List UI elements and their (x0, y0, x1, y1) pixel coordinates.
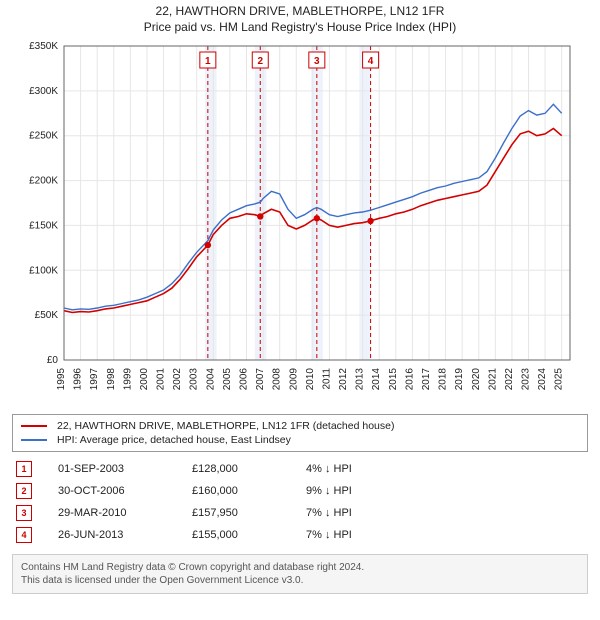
sales-table: 1 01-SEP-2003£128,0004% ↓ HPI 2 30-OCT-2006… (12, 458, 362, 546)
svg-text:2024: 2024 (537, 368, 548, 391)
svg-text:2015: 2015 (388, 368, 399, 391)
svg-text:£300K: £300K (29, 86, 58, 97)
sale-delta: 4% ↓ HPI (302, 458, 362, 480)
svg-text:2013: 2013 (355, 368, 366, 391)
legend-swatch (21, 425, 47, 427)
legend-label: 22, HAWTHORN DRIVE, MABLETHORPE, LN12 1F… (57, 419, 394, 433)
svg-text:2019: 2019 (454, 368, 465, 391)
legend: 22, HAWTHORN DRIVE, MABLETHORPE, LN12 1F… (12, 414, 588, 452)
svg-text:2023: 2023 (521, 368, 532, 391)
svg-text:2005: 2005 (222, 368, 233, 391)
svg-text:2025: 2025 (554, 368, 565, 391)
svg-text:2017: 2017 (421, 368, 432, 391)
sale-price: £155,000 (188, 524, 302, 546)
table-row: 2 30-OCT-2006£160,0009% ↓ HPI (12, 480, 362, 502)
svg-text:£150K: £150K (29, 220, 58, 231)
title-address: 22, HAWTHORN DRIVE, MABLETHORPE, LN12 1F… (0, 4, 600, 18)
svg-text:£350K: £350K (29, 41, 58, 52)
svg-text:2021: 2021 (487, 368, 498, 391)
sale-date: 26-JUN-2013 (54, 524, 188, 546)
svg-text:1998: 1998 (106, 368, 117, 391)
svg-text:1995: 1995 (56, 368, 67, 391)
svg-text:£250K: £250K (29, 131, 58, 142)
sale-marker-box: 3 (16, 505, 32, 521)
svg-text:2: 2 (257, 56, 263, 67)
table-row: 1 01-SEP-2003£128,0004% ↓ HPI (12, 458, 362, 480)
title-subtitle: Price paid vs. HM Land Registry's House … (0, 20, 600, 34)
sale-date: 29-MAR-2010 (54, 502, 188, 524)
svg-text:2009: 2009 (288, 368, 299, 391)
svg-text:£100K: £100K (29, 265, 58, 276)
sale-price: £160,000 (188, 480, 302, 502)
svg-text:1: 1 (205, 56, 211, 67)
sale-delta: 7% ↓ HPI (302, 502, 362, 524)
svg-text:2001: 2001 (156, 368, 167, 391)
legend-item: HPI: Average price, detached house, East… (21, 433, 579, 447)
svg-text:1997: 1997 (89, 368, 100, 391)
legend-item: 22, HAWTHORN DRIVE, MABLETHORPE, LN12 1F… (21, 419, 579, 433)
svg-text:2000: 2000 (139, 368, 150, 391)
sale-marker-box: 4 (16, 527, 32, 543)
svg-text:£200K: £200K (29, 176, 58, 187)
sale-date: 30-OCT-2006 (54, 480, 188, 502)
svg-text:2008: 2008 (272, 368, 283, 391)
svg-text:2011: 2011 (321, 368, 332, 390)
chart-svg: £0 £50K £100K £150K £200K £250K £300K £350K 1995… (20, 40, 580, 410)
footer-attribution: Contains HM Land Registry data © Crown c… (12, 554, 588, 594)
svg-text:2002: 2002 (172, 368, 183, 391)
svg-text:1999: 1999 (122, 368, 133, 391)
svg-text:3: 3 (314, 56, 320, 67)
svg-text:2014: 2014 (371, 368, 382, 391)
svg-text:2006: 2006 (238, 368, 249, 391)
svg-text:2010: 2010 (305, 368, 316, 391)
svg-text:2003: 2003 (189, 368, 200, 391)
svg-text:£50K: £50K (35, 310, 59, 321)
svg-text:2018: 2018 (438, 368, 449, 391)
sale-marker-box: 2 (16, 483, 32, 499)
table-row: 4 26-JUN-2013£155,0007% ↓ HPI (12, 524, 362, 546)
svg-text:2022: 2022 (504, 368, 515, 391)
price-chart: £0 £50K £100K £150K £200K £250K £300K £350K 1995… (20, 40, 580, 410)
sale-delta: 9% ↓ HPI (302, 480, 362, 502)
sale-price: £128,000 (188, 458, 302, 480)
footer-line-2: This data is licensed under the Open Gov… (21, 574, 579, 587)
sale-delta: 7% ↓ HPI (302, 524, 362, 546)
svg-text:2020: 2020 (471, 368, 482, 391)
svg-text:2016: 2016 (404, 368, 415, 391)
svg-text:2007: 2007 (255, 368, 266, 391)
footer-line-1: Contains HM Land Registry data © Crown c… (21, 561, 579, 574)
sale-price: £157,950 (188, 502, 302, 524)
table-row: 3 29-MAR-2010£157,9507% ↓ HPI (12, 502, 362, 524)
svg-text:1996: 1996 (73, 368, 84, 391)
svg-text:2012: 2012 (338, 368, 349, 391)
svg-text:2004: 2004 (205, 368, 216, 391)
legend-label: HPI: Average price, detached house, East… (57, 433, 291, 447)
legend-swatch (21, 439, 47, 441)
svg-text:4: 4 (368, 56, 374, 67)
svg-text:£0: £0 (47, 355, 59, 366)
sale-date: 01-SEP-2003 (54, 458, 188, 480)
sale-marker-box: 1 (16, 461, 32, 477)
